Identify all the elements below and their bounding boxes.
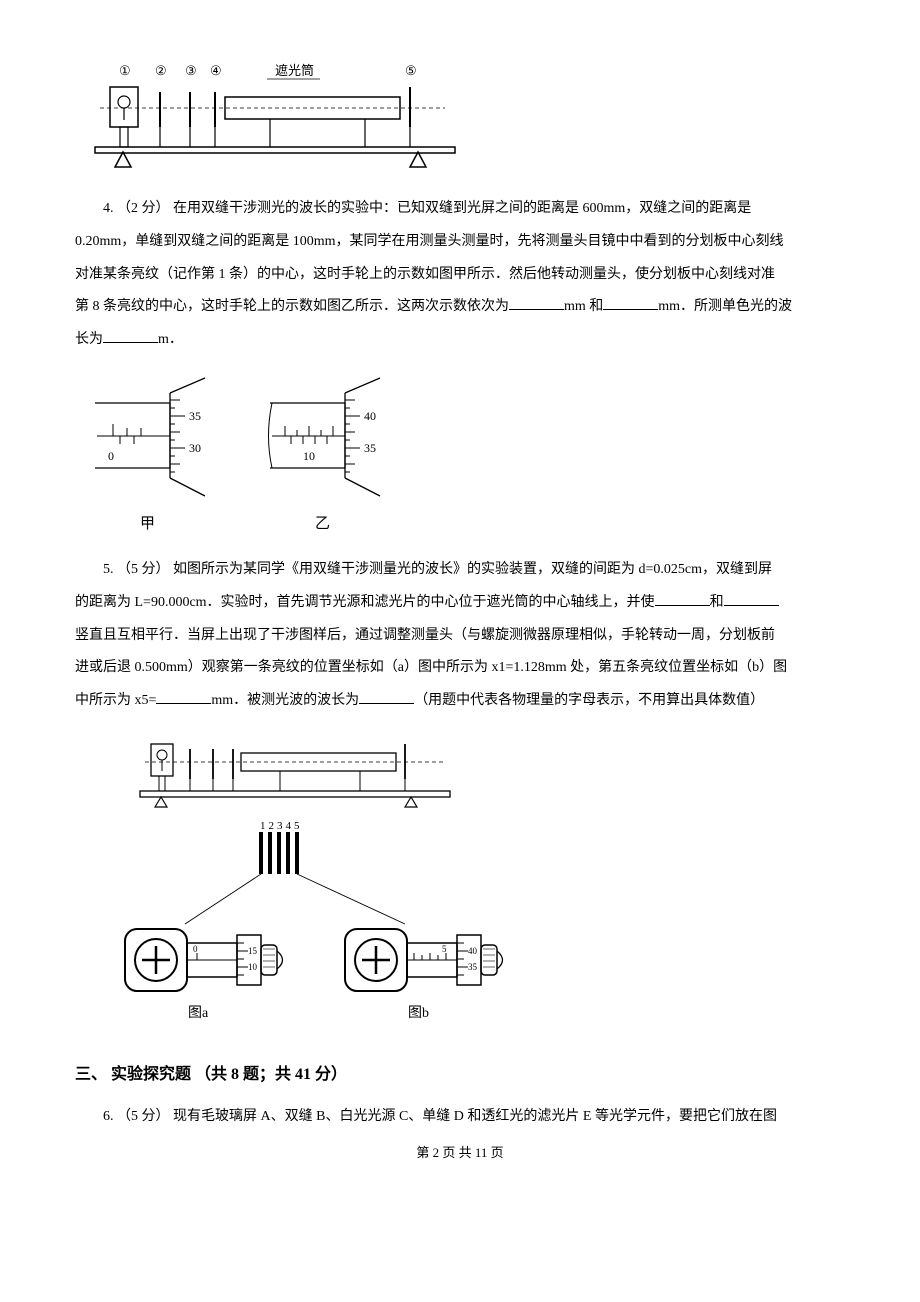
svg-text:图b: 图b bbox=[408, 1006, 429, 1021]
q5-blank1 bbox=[655, 591, 710, 606]
svg-text:②: ② bbox=[155, 63, 167, 78]
svg-text:④: ④ bbox=[210, 63, 222, 78]
q5-line3: 竖直且互相平行．当屏上出现了干涉图样后，通过调整测量头（与螺旋测微器原理相似，手… bbox=[75, 621, 845, 652]
figure-apparatus-bottom: 12345 0 bbox=[105, 729, 845, 1039]
q5-points: （5 分） bbox=[117, 562, 170, 577]
q4-blank1 bbox=[509, 295, 564, 310]
page-footer: 第 2 页 共 11 页 bbox=[75, 1139, 845, 1168]
svg-text:12345: 12345 bbox=[260, 820, 303, 832]
q5-line5: 中所示为 x5=mm．被测光波的波长为（用题中代表各物理量的字母表示，不用算出具… bbox=[75, 686, 845, 717]
svg-text:5: 5 bbox=[442, 944, 447, 954]
section-3-title: 三、 实验探究题 （共 8 题；共 41 分） bbox=[75, 1057, 845, 1092]
q5-blank3 bbox=[156, 689, 211, 704]
q5-line1: 5. （5 分） 如图所示为某同学《用双缝干涉测量光的波长》的实验装置，双缝的间… bbox=[75, 555, 845, 586]
svg-text:10: 10 bbox=[303, 449, 315, 463]
svg-text:0: 0 bbox=[108, 449, 114, 463]
q4-line1: 4. （2 分） 在用双缝干涉测光的波长的实验中：已知双缝到光屏之间的距离是 6… bbox=[75, 194, 845, 225]
q4-text1: 在用双缝干涉测光的波长的实验中：已知双缝到光屏之间的距离是 600mm，双缝之间… bbox=[173, 201, 751, 216]
svg-text:遮光筒: 遮光筒 bbox=[275, 63, 314, 78]
svg-text:10: 10 bbox=[248, 962, 258, 972]
svg-text:甲: 甲 bbox=[140, 516, 155, 532]
q5-blank2 bbox=[724, 591, 779, 606]
q5-line4: 进或后退 0.500mm）观察第一条亮纹的位置坐标如（a）图中所示为 x1=1.… bbox=[75, 653, 845, 684]
q4-line2: 0.20mm，单缝到双缝之间的距离是 100mm，某同学在用测量头测量时，先将测… bbox=[75, 227, 845, 258]
svg-text:35: 35 bbox=[364, 441, 376, 455]
svg-text:40: 40 bbox=[364, 409, 376, 423]
q4-blank3 bbox=[103, 328, 158, 343]
apparatus-svg: 12345 0 bbox=[105, 729, 565, 1039]
q4-points: （2 分） bbox=[117, 201, 170, 216]
q4-blank2 bbox=[603, 295, 658, 310]
optical-bench-svg: ① ② ③ ④ ⑤ 遮光筒 bbox=[75, 52, 495, 182]
q5-number: 5. bbox=[103, 562, 114, 577]
svg-text:35: 35 bbox=[189, 409, 201, 423]
q5-blank4 bbox=[359, 689, 414, 704]
q6-points: （5 分） bbox=[117, 1109, 170, 1124]
q4-line5: 长为m． bbox=[75, 325, 845, 356]
svg-text:①: ① bbox=[119, 63, 131, 78]
figure-micrometers: 0 35 30 甲 bbox=[75, 368, 845, 543]
q5-line2: 的距离为 L=90.000cm．实验时，首先调节光源和滤光片的中心位于遮光筒的中… bbox=[75, 588, 845, 619]
svg-text:⑤: ⑤ bbox=[405, 63, 417, 78]
svg-text:15: 15 bbox=[248, 946, 258, 956]
q4-line3: 对准某条亮纹（记作第 1 条）的中心，这时手轮上的示数如图甲所示．然后他转动测量… bbox=[75, 260, 845, 291]
micrometers-svg: 0 35 30 甲 bbox=[75, 368, 435, 543]
svg-text:40: 40 bbox=[468, 946, 478, 956]
svg-text:0: 0 bbox=[193, 944, 198, 954]
svg-text:乙: 乙 bbox=[315, 516, 330, 532]
figure-optical-bench-top: ① ② ③ ④ ⑤ 遮光筒 bbox=[75, 52, 845, 182]
svg-text:30: 30 bbox=[189, 441, 201, 455]
svg-text:图a: 图a bbox=[188, 1006, 209, 1021]
q6-number: 6. bbox=[103, 1109, 114, 1124]
q4-line4: 第 8 条亮纹的中心，这时手轮上的示数如图乙所示．这两次示数依次为mm 和mm．… bbox=[75, 292, 845, 323]
svg-text:35: 35 bbox=[468, 962, 478, 972]
q6-line1: 6. （5 分） 现有毛玻璃屏 A、双缝 B、白光光源 C、单缝 D 和透红光的… bbox=[75, 1102, 845, 1133]
q4-number: 4. bbox=[103, 201, 114, 216]
svg-text:③: ③ bbox=[185, 63, 197, 78]
